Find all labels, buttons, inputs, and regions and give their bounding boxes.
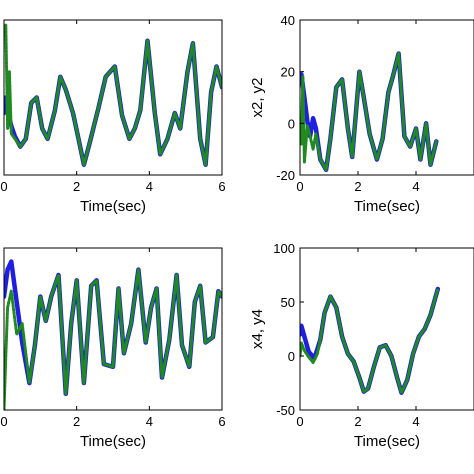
x-axis-label: Time(sec): [80, 433, 146, 450]
y-axis-label: x4, y4: [249, 309, 266, 349]
x-tick-label: 0: [0, 414, 7, 429]
x-tick-label: 4: [412, 414, 419, 429]
panel-1: 0 2 4 6 Time(sec): [0, 19, 226, 215]
y-tick-label: 50: [281, 295, 295, 310]
axes-box: [3, 247, 223, 411]
y-tick-label: -50: [276, 403, 295, 418]
x-axis-label: Time(sec): [354, 433, 420, 450]
axes-box: [3, 19, 223, 176]
x-axis-label: Time(sec): [354, 198, 420, 215]
x-tick-label: 4: [412, 179, 419, 194]
x-tick-label: 2: [354, 179, 361, 194]
series-line-y: [300, 52, 438, 172]
series-line-y: [4, 268, 222, 410]
x-tick-label: 0: [296, 179, 303, 194]
y-tick-label: 20: [281, 65, 295, 80]
y-tick-label: 0: [288, 349, 295, 364]
x-tick-label: 2: [73, 414, 80, 429]
axes-box: [299, 247, 474, 411]
x-tick-label: 6: [218, 414, 225, 429]
y-axis-label: x2, y2: [249, 77, 266, 117]
axes-box: [299, 19, 474, 176]
x-tick-label: 0: [296, 414, 303, 429]
x-tick-label: 2: [354, 414, 361, 429]
x-tick-label: 4: [146, 414, 153, 429]
x-tick-label: 6: [218, 179, 225, 194]
series-line-y: [300, 287, 440, 395]
y-tick-label: 100: [273, 241, 295, 256]
y-tick-label: 40: [281, 13, 295, 28]
x-tick-label: 0: [0, 179, 7, 194]
y-tick-label: 0: [288, 116, 295, 131]
y-tick-label: -20: [276, 168, 295, 183]
x-tick-label: 4: [146, 179, 153, 194]
x-axis-label: Time(sec): [80, 198, 146, 215]
series-line-y: [4, 23, 222, 167]
x-tick-label: 2: [73, 179, 80, 194]
panel-3: 0 2 4 6 Time(sec): [0, 247, 226, 450]
